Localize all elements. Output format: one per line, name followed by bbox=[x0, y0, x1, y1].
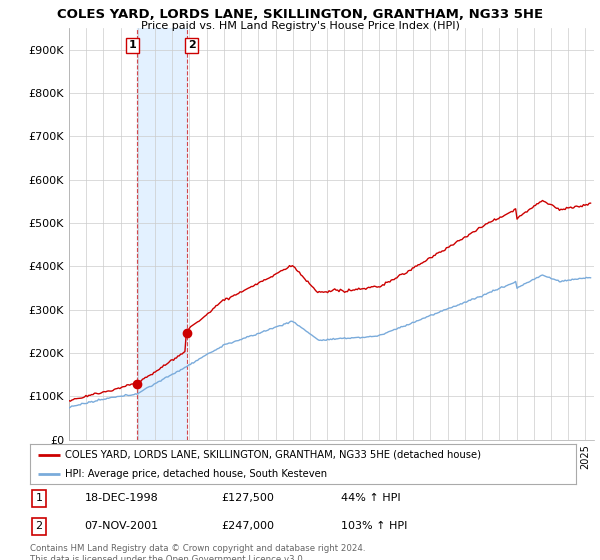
Text: 1: 1 bbox=[128, 40, 136, 50]
Text: Price paid vs. HM Land Registry's House Price Index (HPI): Price paid vs. HM Land Registry's House … bbox=[140, 21, 460, 31]
Text: 2: 2 bbox=[35, 521, 43, 531]
Text: 2: 2 bbox=[188, 40, 196, 50]
Bar bbox=[137, 28, 187, 440]
Text: Contains HM Land Registry data © Crown copyright and database right 2024.
This d: Contains HM Land Registry data © Crown c… bbox=[30, 544, 365, 560]
Text: £247,000: £247,000 bbox=[221, 521, 274, 531]
Text: HPI: Average price, detached house, South Kesteven: HPI: Average price, detached house, Sout… bbox=[65, 469, 328, 479]
Text: 18-DEC-1998: 18-DEC-1998 bbox=[85, 493, 158, 503]
Text: 44% ↑ HPI: 44% ↑ HPI bbox=[341, 493, 401, 503]
Text: COLES YARD, LORDS LANE, SKILLINGTON, GRANTHAM, NG33 5HE: COLES YARD, LORDS LANE, SKILLINGTON, GRA… bbox=[57, 8, 543, 21]
Text: £127,500: £127,500 bbox=[221, 493, 274, 503]
Text: 1: 1 bbox=[35, 493, 43, 503]
Text: COLES YARD, LORDS LANE, SKILLINGTON, GRANTHAM, NG33 5HE (detached house): COLES YARD, LORDS LANE, SKILLINGTON, GRA… bbox=[65, 450, 481, 460]
Text: 103% ↑ HPI: 103% ↑ HPI bbox=[341, 521, 407, 531]
Text: 07-NOV-2001: 07-NOV-2001 bbox=[85, 521, 159, 531]
